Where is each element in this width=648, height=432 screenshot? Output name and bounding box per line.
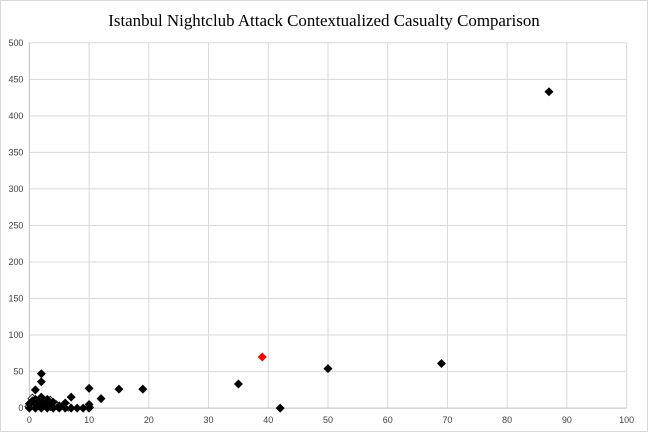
y-tick-label: 250 — [8, 220, 23, 230]
y-tick-label: 300 — [8, 184, 23, 194]
data-point — [36, 377, 46, 387]
x-tick-label: 20 — [144, 415, 154, 425]
data-point — [544, 87, 554, 97]
data-point — [138, 384, 148, 394]
x-tick-label: 100 — [619, 415, 634, 425]
tick-labels: 0 50 100 150 200 250 300 350 400 450 500 0 10 20 30 40 5… — [8, 38, 634, 425]
y-tick-label: 200 — [8, 257, 23, 267]
data-point — [72, 403, 82, 413]
data-point — [60, 403, 70, 413]
data-points — [24, 87, 554, 413]
gridlines — [29, 42, 628, 409]
data-point — [436, 359, 446, 369]
y-tick-label: 100 — [8, 330, 23, 340]
x-tick-label: 80 — [502, 415, 512, 425]
x-tick-label: 50 — [323, 415, 333, 425]
data-point — [275, 403, 285, 413]
data-point-highlight — [257, 352, 267, 362]
data-point — [48, 397, 58, 407]
data-point — [84, 399, 94, 409]
y-tick-label: 150 — [8, 294, 23, 304]
data-point — [323, 364, 333, 374]
y-tick-label: 350 — [8, 147, 23, 157]
data-point — [66, 403, 76, 413]
data-point — [60, 398, 70, 408]
x-tick-label: 90 — [562, 415, 572, 425]
y-tick-label: 50 — [13, 367, 23, 377]
y-tick-label: 0 — [18, 403, 23, 413]
y-tick-label: 400 — [8, 111, 23, 121]
data-point — [78, 403, 88, 413]
y-tick-label: 450 — [8, 74, 23, 84]
data-point — [66, 392, 76, 402]
data-point — [36, 369, 46, 379]
x-tick-label: 10 — [84, 415, 94, 425]
x-tick-label: 30 — [204, 415, 214, 425]
data-point — [233, 379, 243, 389]
data-point — [84, 383, 94, 393]
chart-title: Istanbul Nightclub Attack Contextualized… — [108, 11, 540, 30]
x-tick-label: 0 — [27, 415, 32, 425]
y-tick-label: 500 — [8, 38, 23, 48]
data-point — [114, 384, 124, 394]
axes — [28, 42, 627, 409]
x-tick-label: 60 — [383, 415, 393, 425]
x-tick-label: 40 — [263, 415, 273, 425]
data-point — [96, 394, 106, 404]
data-point — [30, 385, 40, 395]
x-tick-label: 70 — [442, 415, 452, 425]
